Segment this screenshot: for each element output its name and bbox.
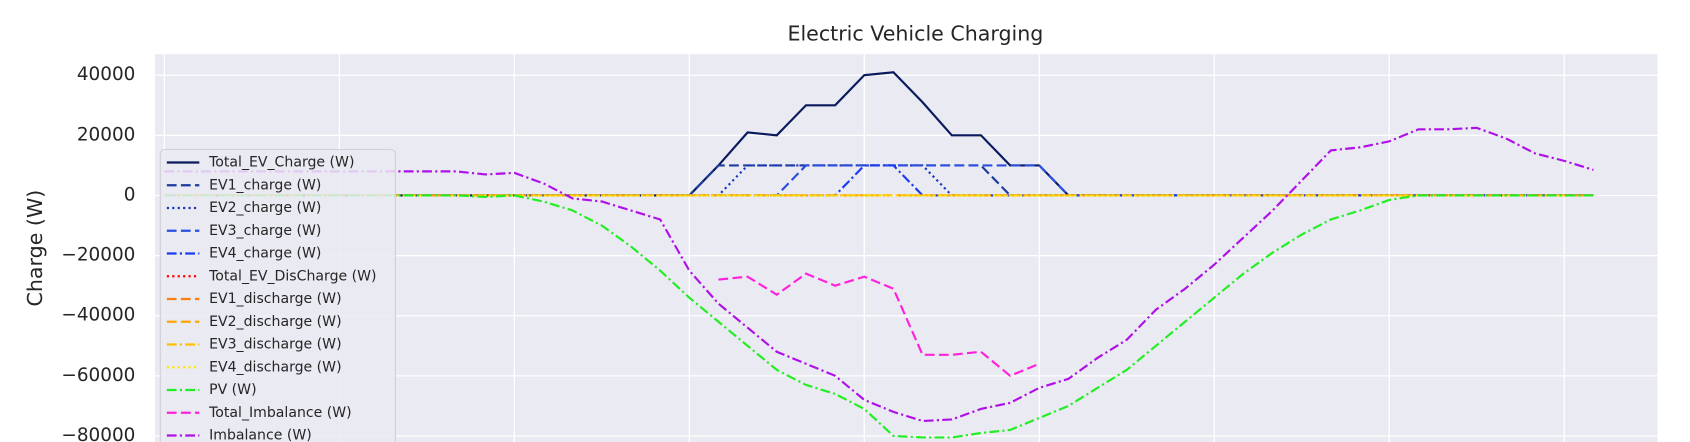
legend-label: EV4_discharge (W) xyxy=(209,359,342,375)
y-tick-label: −80000 xyxy=(61,425,135,442)
plot-area xyxy=(154,54,1658,442)
legend-label: EV2_charge (W) xyxy=(209,200,321,216)
legend-label: EV1_charge (W) xyxy=(209,177,321,193)
legend-label: EV4_charge (W) xyxy=(209,246,321,262)
lines xyxy=(164,71,1594,439)
legend-label: EV3_charge (W) xyxy=(209,223,321,239)
series-line xyxy=(718,272,1040,378)
legend-label: Imbalance (W) xyxy=(209,428,312,442)
grid xyxy=(154,54,1658,442)
series-line xyxy=(164,194,1594,439)
y-tick-label: 40000 xyxy=(77,64,136,85)
axes: −80000 −60000 −40000 −20000 0 20000 40000 xyxy=(61,64,135,442)
y-tick-label: 20000 xyxy=(77,124,136,145)
legend-label: Total_EV_Charge (W) xyxy=(208,154,354,170)
legend-label: EV1_discharge (W) xyxy=(209,291,342,307)
legend-box xyxy=(159,148,396,442)
legend-label: Total_Imbalance (W) xyxy=(208,405,352,421)
chart-title: Electric Vehicle Charging xyxy=(787,22,1043,46)
y-tick-label: −60000 xyxy=(61,365,135,386)
legend-label: EV3_discharge (W) xyxy=(209,336,342,352)
series-line xyxy=(164,126,1594,423)
y-tick-label: 0 xyxy=(124,184,136,205)
y-tick-label: −20000 xyxy=(61,245,135,266)
y-tick-label: −40000 xyxy=(61,305,135,326)
y-axis-label: Charge (W) xyxy=(23,190,47,307)
legend: Total_EV_Charge (W) EV1_charge (W) EV2_cha… xyxy=(159,148,396,442)
legend-label: EV2_discharge (W) xyxy=(209,314,342,330)
legend-label: PV (W) xyxy=(209,382,256,398)
legend-label: Total_EV_DisCharge (W) xyxy=(208,268,376,284)
